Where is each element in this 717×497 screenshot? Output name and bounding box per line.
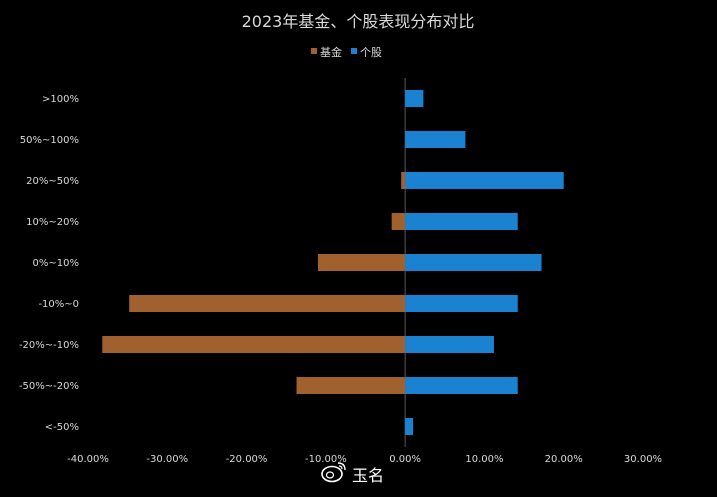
legend-swatch-fund bbox=[311, 48, 317, 54]
legend: 基金 个股 bbox=[311, 45, 382, 59]
bar-stock bbox=[405, 377, 518, 394]
legend-label-stock: 个股 bbox=[360, 46, 382, 59]
x-tick-label: -40.00% bbox=[67, 454, 109, 465]
y-tick-label: 20%~50% bbox=[26, 176, 79, 187]
watermark-text: 玉名 bbox=[352, 466, 384, 485]
bar-stock bbox=[405, 418, 414, 435]
x-tick-label: 20.00% bbox=[545, 454, 583, 465]
bar-stock bbox=[405, 90, 424, 107]
bar-stock bbox=[405, 131, 466, 148]
bar-fund bbox=[296, 377, 406, 394]
x-tick-label: -10.00% bbox=[305, 454, 347, 465]
bar-stock bbox=[405, 213, 518, 230]
legend-label-fund: 基金 bbox=[320, 45, 342, 59]
bar-fund bbox=[129, 295, 406, 312]
bar-stock bbox=[405, 336, 494, 353]
y-tick-label: -50%~-20% bbox=[19, 381, 79, 392]
bar-fund bbox=[401, 172, 406, 189]
y-tick-label: -10%~0 bbox=[38, 299, 79, 310]
x-tick-label: 10.00% bbox=[465, 454, 503, 465]
y-tick-label: <-50% bbox=[45, 422, 79, 433]
y-tick-label: -20%~-10% bbox=[19, 340, 79, 351]
weibo-icon bbox=[321, 462, 346, 483]
y-tick-label: >100% bbox=[42, 94, 79, 105]
watermark: 玉名 bbox=[321, 462, 384, 485]
chart-title: 2023年基金、个股表现分布对比 bbox=[242, 12, 475, 31]
y-tick-label: 10%~20% bbox=[26, 217, 79, 228]
bar-fund bbox=[391, 213, 406, 230]
bar-fund bbox=[102, 336, 406, 353]
x-tick-label: 30.00% bbox=[624, 454, 662, 465]
y-tick-label: 50%~100% bbox=[20, 135, 79, 146]
bar-stock bbox=[405, 295, 518, 312]
x-tick-label: -20.00% bbox=[226, 454, 268, 465]
x-tick-label: -30.00% bbox=[146, 454, 188, 465]
plot-area: >100% 50%~100% 20%~50% 10%~20% 0%~10% -10%~0 -… bbox=[19, 78, 662, 465]
legend-swatch-stock bbox=[351, 48, 357, 54]
bar-stock bbox=[405, 172, 564, 189]
bar-fund bbox=[317, 254, 406, 271]
x-tick-label: 0.00% bbox=[389, 454, 421, 465]
y-tick-label: 0%~10% bbox=[33, 258, 79, 269]
bar-stock bbox=[405, 254, 542, 271]
